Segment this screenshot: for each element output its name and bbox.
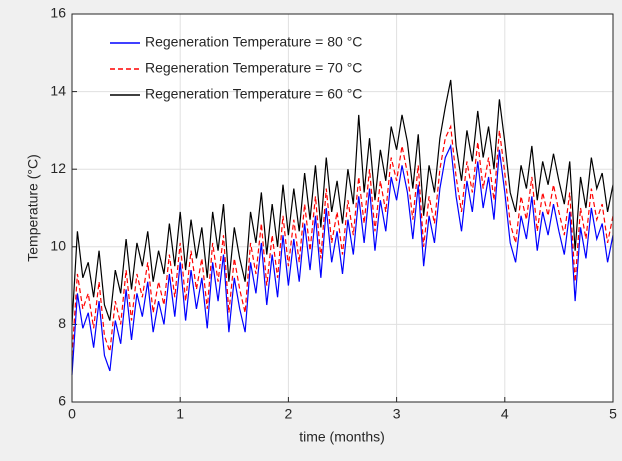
plot-area	[72, 14, 613, 402]
series-line	[71, 143, 614, 375]
y-tick-label: 16	[50, 5, 66, 21]
y-axis-label: Temperature (°C)	[25, 154, 41, 262]
legend-label: Regeneration Temperature = 60 °C	[145, 86, 362, 102]
x-axis-label: time (months)	[299, 429, 385, 445]
y-tick-label: 8	[58, 315, 66, 331]
x-tick-label: 0	[68, 406, 76, 422]
legend-label: Regeneration Temperature = 80 °C	[145, 34, 362, 50]
y-tick-label: 10	[50, 238, 66, 254]
x-tick-label: 2	[285, 406, 293, 422]
axes-box	[71, 13, 614, 403]
series-line	[71, 79, 614, 325]
legend-label: Regeneration Temperature = 70 °C	[145, 60, 362, 76]
y-tick-label: 12	[50, 160, 66, 176]
series-line	[71, 124, 614, 356]
x-tick-label: 3	[393, 406, 401, 422]
y-tick-label: 14	[50, 82, 66, 98]
y-tick-label: 6	[58, 393, 66, 409]
x-tick-label: 5	[609, 406, 617, 422]
x-tick-label: 4	[501, 406, 509, 422]
x-tick-label: 1	[176, 406, 184, 422]
